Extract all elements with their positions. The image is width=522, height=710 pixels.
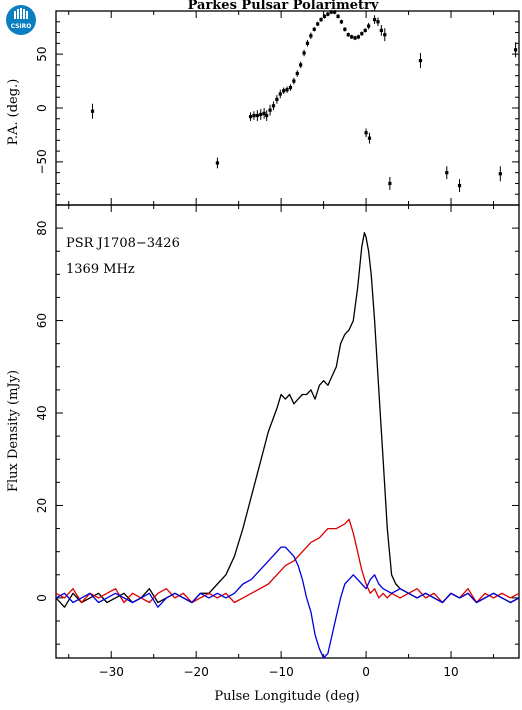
pa-data-point bbox=[388, 181, 392, 186]
pa-data-point bbox=[383, 33, 387, 37]
pa-data-point bbox=[356, 35, 361, 39]
pa-data-point bbox=[514, 48, 518, 52]
pa-axis-label: P.A. (deg.) bbox=[6, 79, 21, 146]
csiro-logo-text: CSIRO bbox=[11, 23, 32, 30]
pa-data-point bbox=[367, 24, 371, 28]
chart-title: Parkes Pulsar Polarimetry bbox=[188, 0, 379, 13]
pa-data-point bbox=[418, 58, 423, 63]
frequency-annotation: 1369 MHz bbox=[66, 262, 135, 277]
pa-data-point bbox=[322, 14, 327, 18]
pa-data-point bbox=[367, 136, 372, 140]
flux-axis-ticks: 0 20 40 60 80 −30 −20 −10 0 10 bbox=[35, 205, 519, 679]
pa-data-points bbox=[90, 9, 518, 193]
pa-data-point bbox=[90, 109, 95, 113]
pa-data-point bbox=[316, 22, 320, 26]
pa-data-point bbox=[271, 104, 276, 108]
pa-y-tick-label: −50 bbox=[35, 149, 49, 174]
pa-panel-frame bbox=[55, 10, 520, 206]
x-tick-label: 0 bbox=[362, 665, 370, 679]
pa-data-point bbox=[339, 20, 344, 24]
pa-data-point bbox=[457, 184, 462, 188]
flux-y-tick-label: 20 bbox=[35, 498, 49, 513]
pa-data-point bbox=[445, 171, 449, 175]
pa-data-point bbox=[372, 18, 377, 22]
csiro-logo: CSIRO bbox=[6, 5, 36, 35]
pa-panel: −50 0 50 P.A. (deg.) bbox=[6, 9, 520, 206]
pa-data-point bbox=[309, 34, 313, 38]
x-tick-label: 10 bbox=[443, 665, 458, 679]
pa-data-point bbox=[336, 14, 340, 18]
pa-data-point bbox=[333, 10, 337, 14]
flux-panel-frame bbox=[55, 204, 520, 659]
pa-data-point bbox=[360, 32, 364, 36]
pa-axis-ticks: −50 0 50 bbox=[35, 11, 519, 205]
x-tick-label: −30 bbox=[99, 665, 124, 679]
pa-data-point bbox=[302, 51, 306, 55]
pa-data-point bbox=[288, 85, 293, 90]
flux-y-tick-label: 40 bbox=[35, 405, 49, 420]
pa-data-point bbox=[252, 113, 256, 118]
pa-data-point bbox=[248, 115, 253, 119]
pa-data-point bbox=[278, 92, 282, 96]
pa-data-point bbox=[379, 28, 383, 32]
pa-data-point bbox=[268, 108, 272, 112]
pa-data-point bbox=[498, 172, 502, 176]
pa-data-point bbox=[326, 12, 330, 16]
pa-data-point bbox=[363, 28, 367, 32]
x-tick-label: −10 bbox=[268, 665, 293, 679]
pa-data-point bbox=[275, 97, 279, 101]
x-axis-label: Pulse Longitude (deg) bbox=[214, 689, 359, 704]
pa-data-point bbox=[312, 27, 316, 31]
flux-series-lines bbox=[55, 232, 520, 659]
linear-polarization-line bbox=[55, 518, 520, 604]
pa-data-point bbox=[259, 112, 263, 117]
pa-data-point bbox=[343, 27, 347, 31]
pulsar-name-annotation: PSR J1708−3426 bbox=[66, 236, 180, 251]
total-intensity-line bbox=[55, 232, 520, 608]
pa-data-point bbox=[376, 20, 380, 24]
pa-data-point bbox=[329, 10, 333, 14]
pa-y-tick-label: 50 bbox=[35, 46, 49, 61]
pa-data-point bbox=[285, 88, 289, 92]
pa-data-point bbox=[292, 79, 296, 83]
pa-data-point bbox=[319, 18, 323, 22]
pa-data-point bbox=[295, 71, 299, 76]
flux-panel: 0 20 40 60 80 −30 −20 −10 0 10 PSR J1708−3426 136… bbox=[6, 204, 520, 704]
pa-data-point bbox=[265, 113, 269, 118]
pa-data-point bbox=[364, 131, 368, 135]
csiro-logo-icon bbox=[6, 5, 36, 35]
circular-polarization-line bbox=[55, 546, 520, 659]
pa-data-point bbox=[346, 33, 350, 37]
pa-data-point bbox=[282, 89, 286, 93]
pa-y-tick-label: 0 bbox=[35, 104, 49, 112]
flux-y-tick-label: 0 bbox=[35, 594, 49, 602]
flux-y-tick-label: 60 bbox=[35, 313, 49, 328]
pa-data-point bbox=[305, 41, 310, 45]
pa-data-point bbox=[262, 111, 266, 115]
x-tick-label: −20 bbox=[184, 665, 209, 679]
pa-data-point bbox=[255, 113, 259, 118]
pa-data-point bbox=[350, 35, 354, 39]
pa-data-point bbox=[215, 161, 220, 165]
pa-data-point bbox=[353, 36, 357, 40]
pa-data-point bbox=[299, 63, 303, 67]
flux-y-tick-label: 80 bbox=[35, 220, 49, 235]
flux-axis-label: Flux Density (mJy) bbox=[6, 370, 21, 492]
